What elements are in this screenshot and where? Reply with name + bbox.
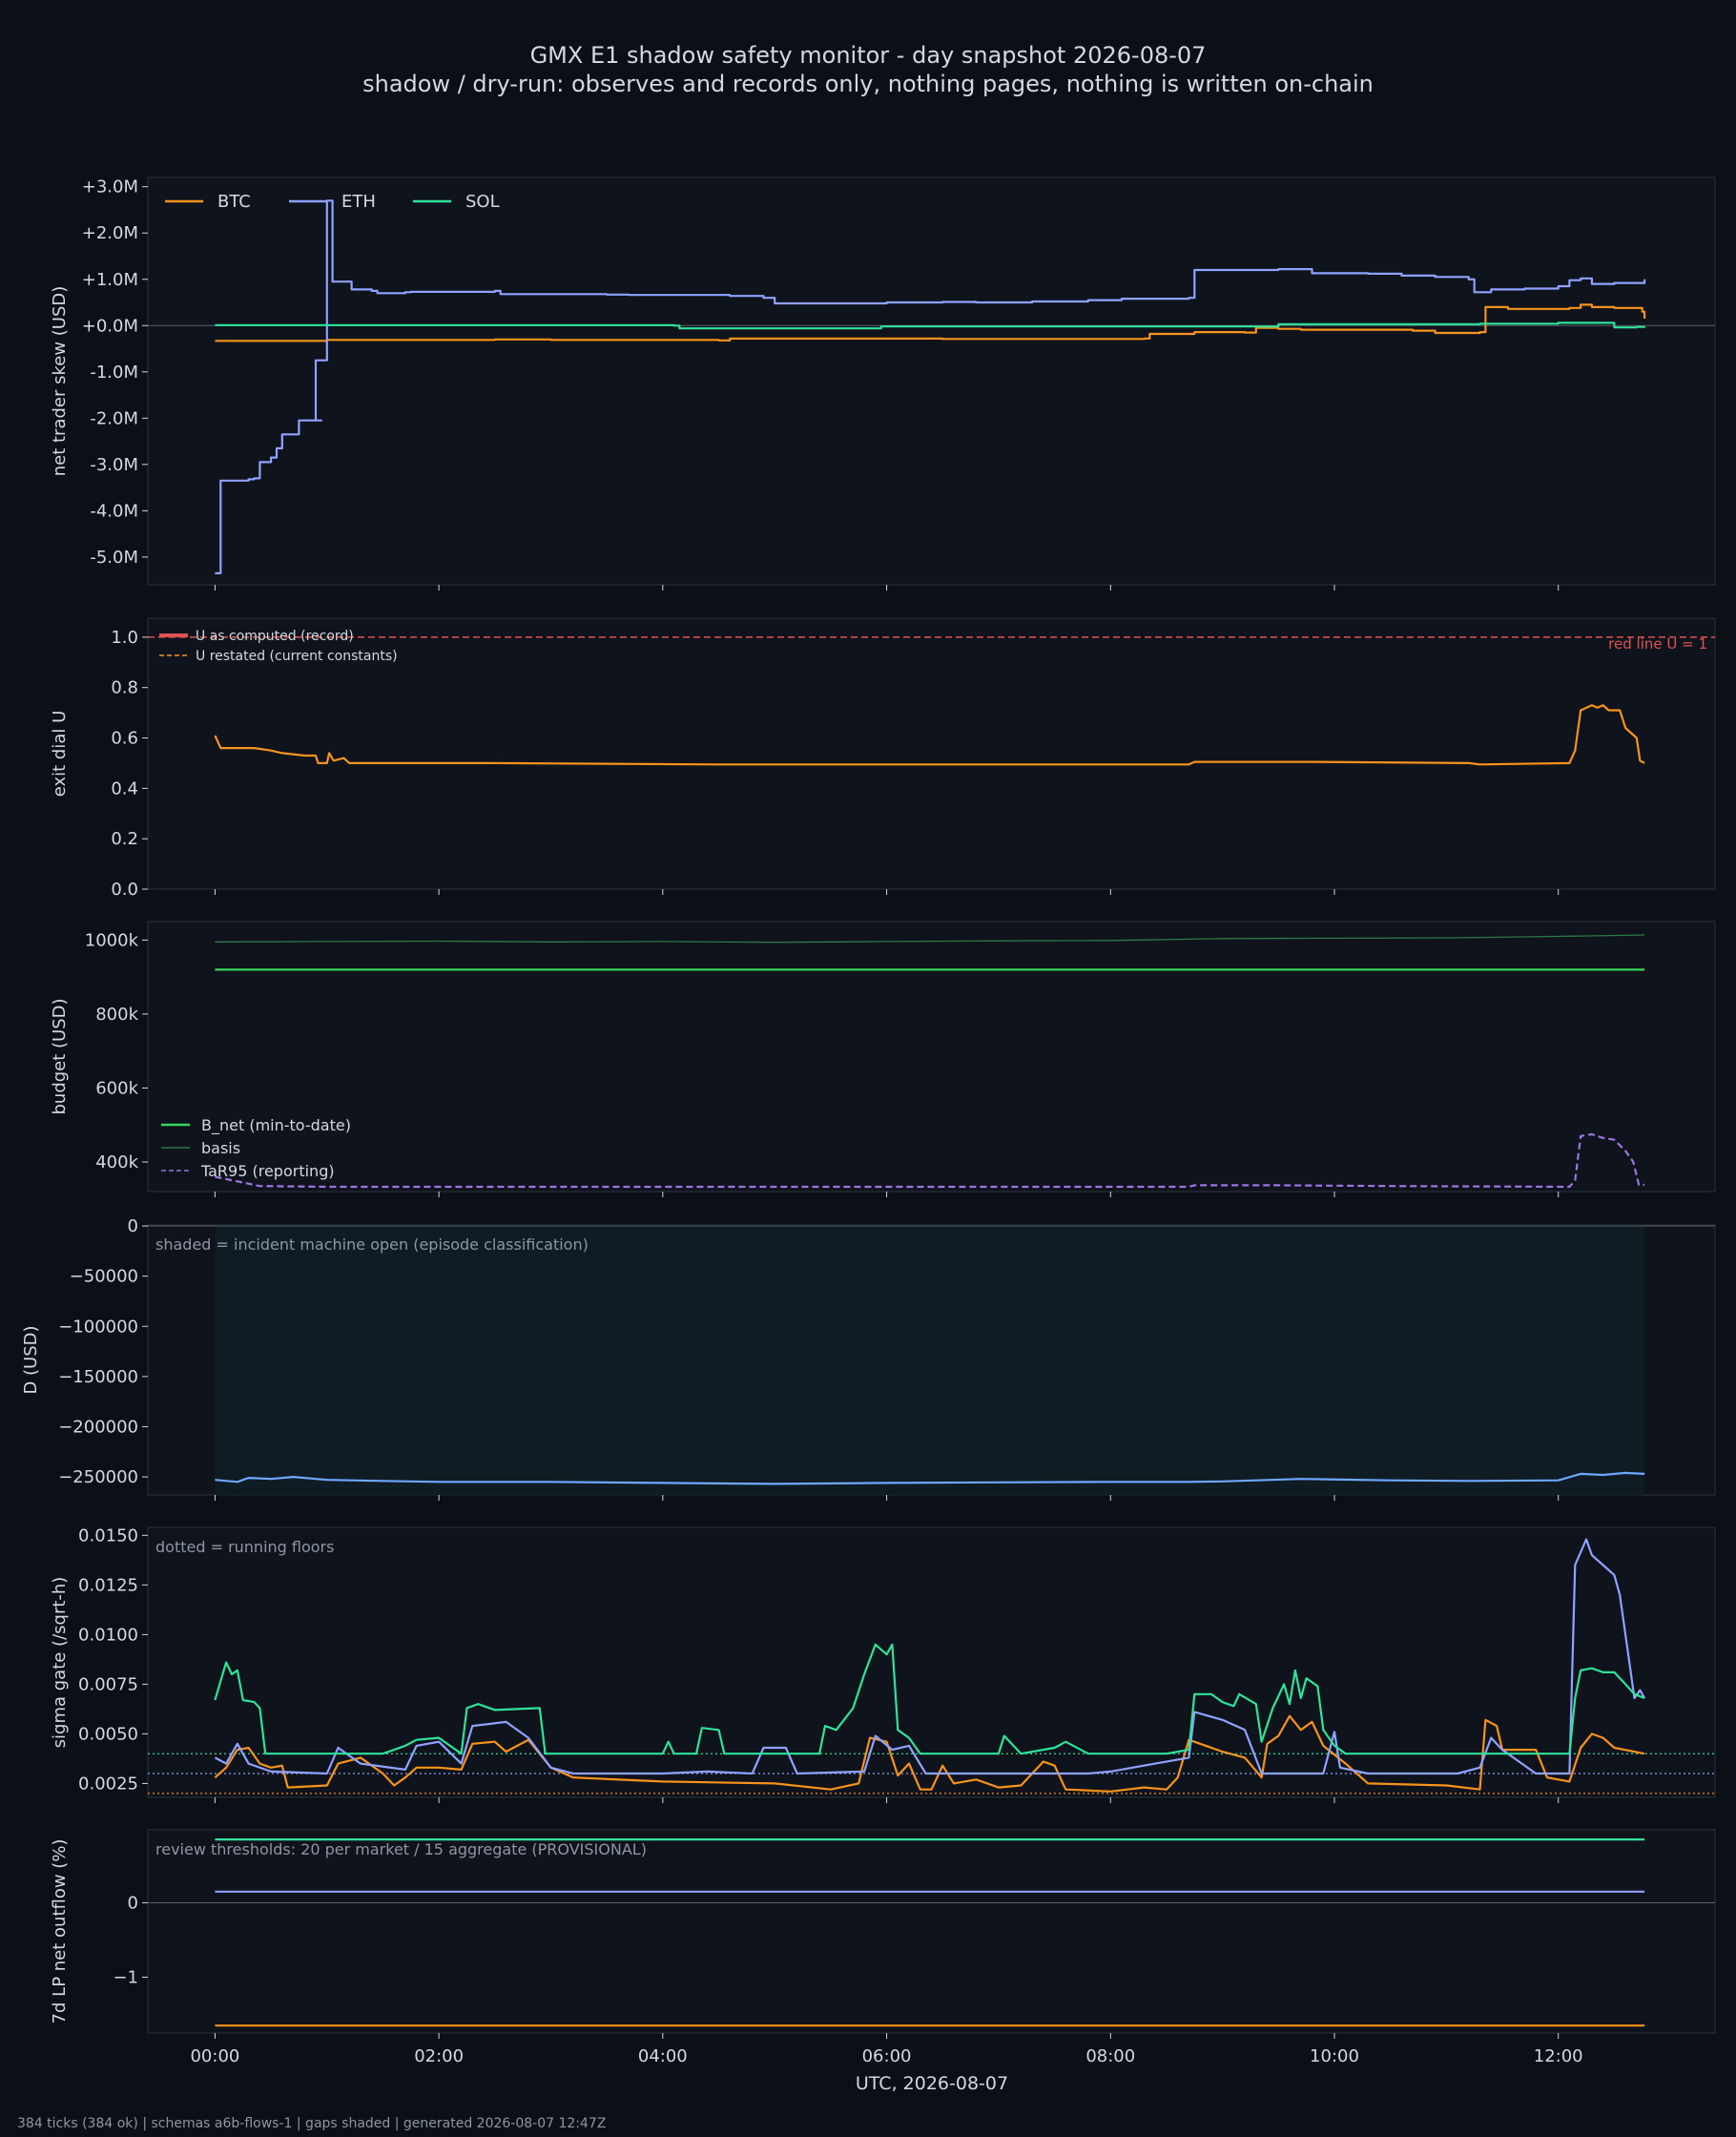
- y-tick-label: -2.0M: [90, 408, 138, 428]
- panels: +3.0M +2.0M +1.0M +0.0M -1.0M -2.0M -3.0M -4.0M…: [21, 176, 1716, 2039]
- y-tick-label: 0.0075: [78, 1674, 138, 1694]
- x-tick-label: 02:00: [414, 2046, 464, 2066]
- y-tick-label: 0.0025: [78, 1774, 138, 1794]
- y-tick-label: 0.2: [111, 829, 138, 849]
- y-axis-label: 7d LP net outflow (%): [50, 1839, 70, 2024]
- legend-label: B_net (min-to-date): [201, 1116, 351, 1135]
- figure-title: GMX E1 shadow safety monitor - day snaps…: [530, 42, 1207, 69]
- series-line-eth: [215, 199, 1646, 574]
- y-tick-label: +1.0M: [82, 270, 138, 290]
- legend-label: U as computed (record): [196, 629, 354, 644]
- y-tick-label: +2.0M: [82, 223, 138, 243]
- y-axis-label: D (USD): [21, 1325, 41, 1394]
- y-axis-label: sigma gate (/sqrt-h): [50, 1577, 70, 1749]
- x-tick-label: 00:00: [190, 2046, 239, 2066]
- y-tick-label: −250000: [58, 1467, 138, 1487]
- series-line-d: [215, 1471, 1645, 1485]
- y-tick-label: -1.0M: [90, 363, 138, 383]
- y-tick-label: 0.0050: [78, 1724, 138, 1744]
- series-line-sol: [215, 322, 1646, 330]
- panel-frame: [147, 1829, 1716, 2034]
- incident-shade: [215, 1225, 1645, 1495]
- legend-label: basis: [201, 1139, 240, 1157]
- y-axis-label: net trader skew (USD): [50, 286, 70, 477]
- x-tick-label: 04:00: [638, 2046, 688, 2066]
- series-line-u-as-computed-record: [214, 704, 1645, 766]
- y-tick-label: −200000: [58, 1417, 138, 1437]
- y-tick-label: 1000k: [85, 930, 139, 950]
- panel-frame: [147, 176, 1716, 586]
- y-tick-label: +3.0M: [82, 177, 138, 197]
- y-tick-label: −150000: [58, 1367, 138, 1387]
- y-tick-label: 0: [128, 1216, 138, 1236]
- x-tick-label: 12:00: [1534, 2046, 1583, 2066]
- x-axis-label: UTC, 2026-08-07: [856, 2073, 1008, 2094]
- y-tick-label: 0.0100: [78, 1625, 138, 1645]
- panel-exit-dial: 0.0 0.2 0.4 0.6 0.8 1.0 exit dial U red line U …: [50, 617, 1716, 900]
- y-tick-label: 0.0150: [78, 1525, 138, 1546]
- y-tick-label: −1: [113, 1967, 138, 1987]
- x-tick-label: 10:00: [1310, 2046, 1359, 2066]
- panel-annotation: dotted = running floors: [155, 1538, 334, 1556]
- y-tick-label: 800k: [95, 1005, 138, 1025]
- panel-drawdown: 0 −50000 −100000 −150000 −200000 −250000 D (US…: [21, 1216, 1716, 1501]
- x-tick-label: 06:00: [862, 2046, 912, 2066]
- series-line-btc: [215, 303, 1646, 342]
- panel-annotation: shaded = incident machine open (episode …: [155, 1235, 589, 1254]
- y-tick-label: 0: [128, 1893, 138, 1913]
- series-line-eth: [214, 1538, 1646, 1775]
- panel-budget: 400k 600k 800k 1000k budget (USD) B_net (min-…: [50, 921, 1716, 1197]
- y-tick-label: -4.0M: [90, 501, 138, 521]
- y-tick-label: −50000: [70, 1267, 138, 1287]
- series-line-tar95-reporting: [215, 1132, 1645, 1189]
- legend-label: TaR95 (reporting): [200, 1162, 335, 1180]
- panel-sigma-gate: 0.0025 0.0050 0.0075 0.0100 0.0125 0.0150 sigm…: [50, 1525, 1716, 1803]
- panel-frame: [147, 921, 1716, 1193]
- y-tick-label: 400k: [95, 1152, 138, 1172]
- red-line-label: red line U = 1: [1608, 635, 1707, 653]
- y-tick-label: 0.0: [111, 880, 138, 900]
- y-tick-label: +0.0M: [82, 316, 138, 336]
- y-tick-label: 0.0125: [78, 1575, 138, 1595]
- y-tick-label: 600k: [95, 1078, 138, 1098]
- y-tick-label: 0.6: [111, 729, 138, 749]
- y-tick-label: −100000: [58, 1317, 138, 1337]
- y-tick-label: -3.0M: [90, 455, 138, 475]
- panel-annotation: review thresholds: 20 per market / 15 ag…: [155, 1840, 647, 1858]
- footer-status: 384 ticks (384 ok) | schemas a6b-flows-1…: [17, 2116, 606, 2131]
- panel-frame: [147, 617, 1716, 890]
- series-line-btc: [214, 1714, 1645, 1793]
- panel-frame: [147, 1526, 1716, 1798]
- figure-subtitle: shadow / dry-run: observes and records o…: [362, 71, 1374, 97]
- panel-skew: +3.0M +2.0M +1.0M +0.0M -1.0M -2.0M -3.0M -4.0M…: [50, 176, 1716, 591]
- y-tick-label: -5.0M: [90, 548, 138, 568]
- series-line-basis: [215, 934, 1645, 944]
- legend-label: U restated (current constants): [196, 649, 398, 664]
- legend-label: SOL: [465, 192, 500, 212]
- y-tick-label: 0.4: [111, 778, 138, 799]
- legend-label: BTC: [217, 192, 251, 212]
- x-axis: 00:00 02:00 04:00 06:00 08:00 10:00 12:00: [190, 2046, 1582, 2066]
- series-line-sol: [214, 1643, 1645, 1755]
- y-axis-label: budget (USD): [50, 998, 70, 1114]
- y-tick-label: 1.0: [111, 628, 138, 648]
- y-axis-label: exit dial U: [50, 711, 70, 798]
- y-tick-label: 0.8: [111, 678, 138, 698]
- legend-label: ETH: [341, 192, 376, 212]
- x-tick-label: 08:00: [1085, 2046, 1135, 2066]
- panel-lp-outflow: 0 −1 7d LP net outflow (%) review threshold…: [50, 1829, 1716, 2039]
